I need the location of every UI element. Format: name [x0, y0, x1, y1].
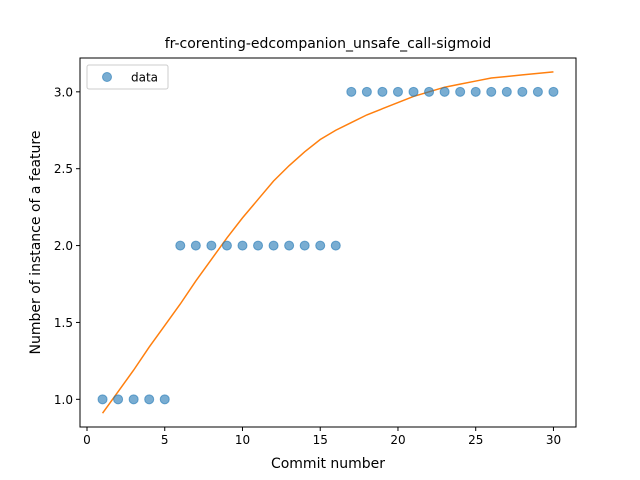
data-point: [221, 240, 232, 251]
legend-marker-data: [102, 72, 112, 82]
data-point: [361, 86, 372, 97]
x-tick-label: 5: [161, 433, 169, 447]
plot-frame: [79, 57, 577, 428]
data-point: [237, 240, 248, 251]
y-tick-label: 3.0: [54, 85, 73, 99]
data-point: [548, 86, 559, 97]
fit-line-layer: [101, 71, 554, 414]
data-point: [532, 86, 543, 97]
y-tick-label: 2.0: [54, 239, 73, 253]
x-tick-label: 20: [390, 433, 405, 447]
plot-area: [80, 58, 576, 427]
data-point: [455, 86, 466, 97]
data-point: [501, 86, 512, 97]
x-axis-ticks: 0 5 10 15 20 25 30: [83, 427, 561, 447]
data-point: [128, 394, 139, 405]
legend: data: [86, 64, 169, 90]
data-point: [377, 86, 388, 97]
data-point: [268, 240, 279, 251]
x-axis-label: Commit number: [271, 456, 385, 472]
chart-title: fr-corenting-edcompanion_unsafe_call-sig…: [165, 36, 492, 52]
data-point: [315, 240, 326, 251]
data-point: [175, 240, 186, 251]
x-tick-label: 0: [83, 433, 91, 447]
data-points-layer: [97, 86, 559, 405]
data-point: [253, 240, 264, 251]
fit-line: [101, 71, 554, 414]
data-point: [144, 394, 155, 405]
x-tick-label: 10: [235, 433, 250, 447]
data-point: [330, 240, 341, 251]
legend-label-data: data: [131, 71, 158, 85]
data-point: [113, 394, 124, 405]
data-point: [284, 240, 295, 251]
data-point: [408, 86, 419, 97]
y-tick-label: 1.5: [54, 316, 73, 330]
y-axis-label: Number of instance of a feature: [28, 131, 44, 355]
data-point: [206, 240, 217, 251]
data-point: [97, 394, 108, 405]
data-point: [470, 86, 481, 97]
data-point: [517, 86, 528, 97]
data-point: [424, 86, 435, 97]
data-point: [392, 86, 403, 97]
data-point: [346, 86, 357, 97]
x-tick-label: 30: [546, 433, 561, 447]
data-point: [159, 394, 170, 405]
y-tick-label: 1.0: [54, 393, 73, 407]
data-point: [486, 86, 497, 97]
x-tick-label: 25: [468, 433, 483, 447]
data-point: [299, 240, 310, 251]
x-tick-label: 15: [313, 433, 328, 447]
data-point: [439, 86, 450, 97]
data-point: [190, 240, 201, 251]
y-axis-ticks: 1.0 1.5 2.0 2.5 3.0: [54, 85, 80, 407]
y-tick-label: 2.5: [54, 162, 73, 176]
legend-box: [86, 64, 169, 90]
